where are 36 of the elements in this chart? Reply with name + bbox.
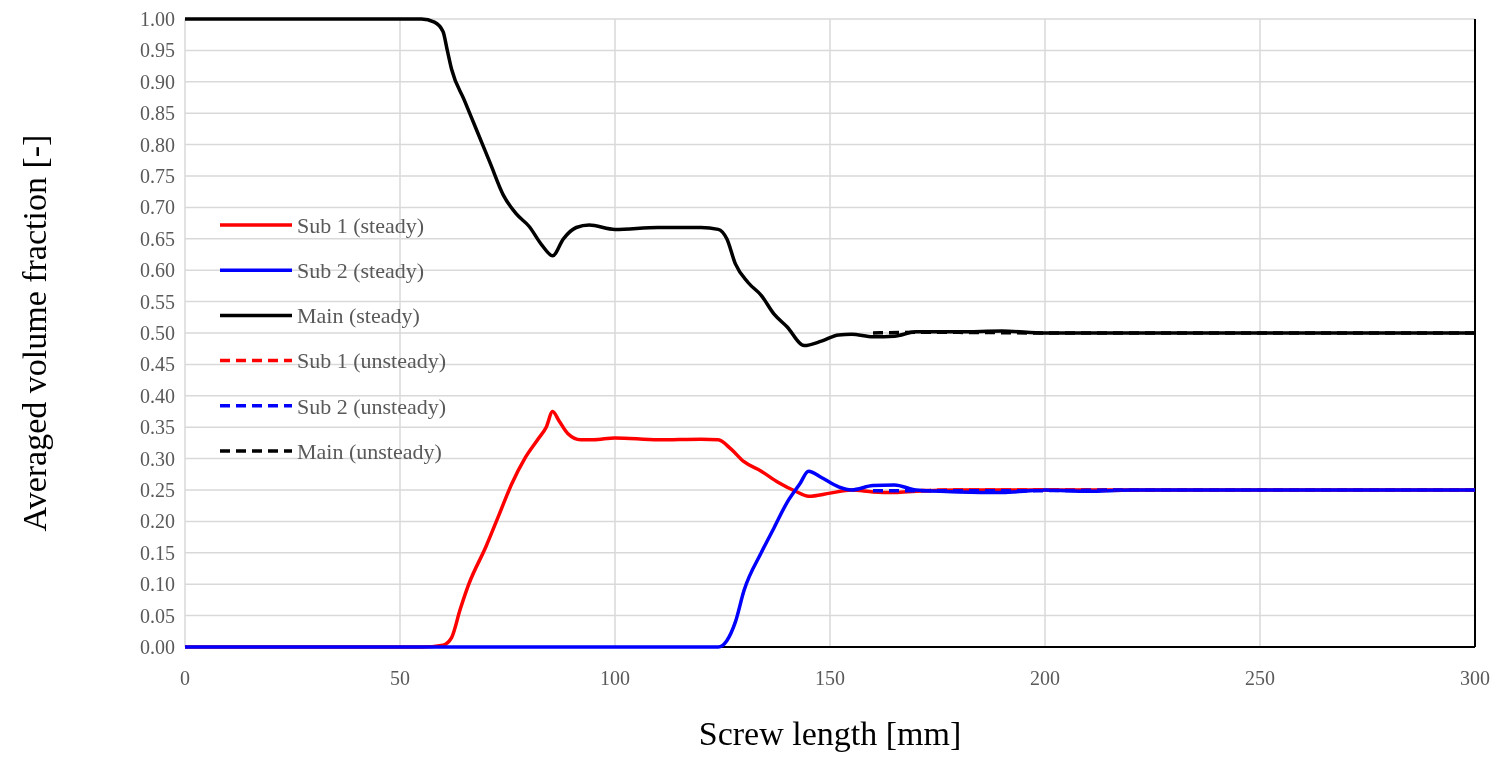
y-tick-label: 0.75 [140, 165, 175, 187]
x-tick-label: 50 [390, 667, 410, 689]
y-tick-label: 0.85 [140, 102, 175, 125]
x-tick-label: 150 [815, 667, 845, 689]
y-tick-label: 0.95 [140, 39, 175, 62]
y-tick-label: 0.25 [140, 479, 175, 501]
y-tick-label: 0.15 [140, 541, 175, 564]
y-tick-label: 0.30 [140, 447, 175, 470]
legend-label: Sub 1 (unsteady) [297, 348, 447, 374]
y-tick-label: 0.40 [140, 384, 175, 407]
x-tick-label: 100 [600, 667, 630, 689]
y-tick-label: 0.55 [140, 290, 175, 313]
y-tick-label: 0.60 [140, 259, 175, 282]
y-axis-title: Averaged volume fraction [-] [16, 134, 53, 532]
y-tick-label: 0.45 [140, 353, 175, 376]
legend-label: Main (unsteady) [297, 438, 442, 464]
legend-label: Main (steady) [297, 303, 420, 329]
x-tick-label: 200 [1030, 667, 1060, 689]
y-tick-label: 0.10 [140, 573, 175, 596]
y-tick-label: 1.00 [140, 8, 175, 30]
y-tick-label: 0.20 [140, 510, 175, 533]
y-tick-label: 0.00 [140, 636, 175, 658]
x-tick-label: 300 [1460, 667, 1490, 689]
x-axis-title: Screw length [mm] [698, 715, 962, 752]
x-tick-label: 250 [1245, 667, 1275, 689]
x-tick-label: 0 [180, 667, 190, 689]
legend-label: Sub 1 (steady) [297, 212, 425, 238]
y-tick-label: 0.90 [140, 70, 175, 93]
y-tick-label: 0.50 [140, 322, 175, 344]
y-tick-label: 0.80 [140, 133, 175, 156]
y-tick-label: 0.05 [140, 604, 175, 627]
y-tick-label: 0.35 [140, 416, 175, 439]
legend-label: Sub 2 (unsteady) [297, 393, 447, 419]
legend-label: Sub 2 (steady) [297, 257, 425, 283]
y-tick-label: 0.70 [140, 196, 175, 219]
y-tick-label: 0.65 [140, 227, 175, 250]
